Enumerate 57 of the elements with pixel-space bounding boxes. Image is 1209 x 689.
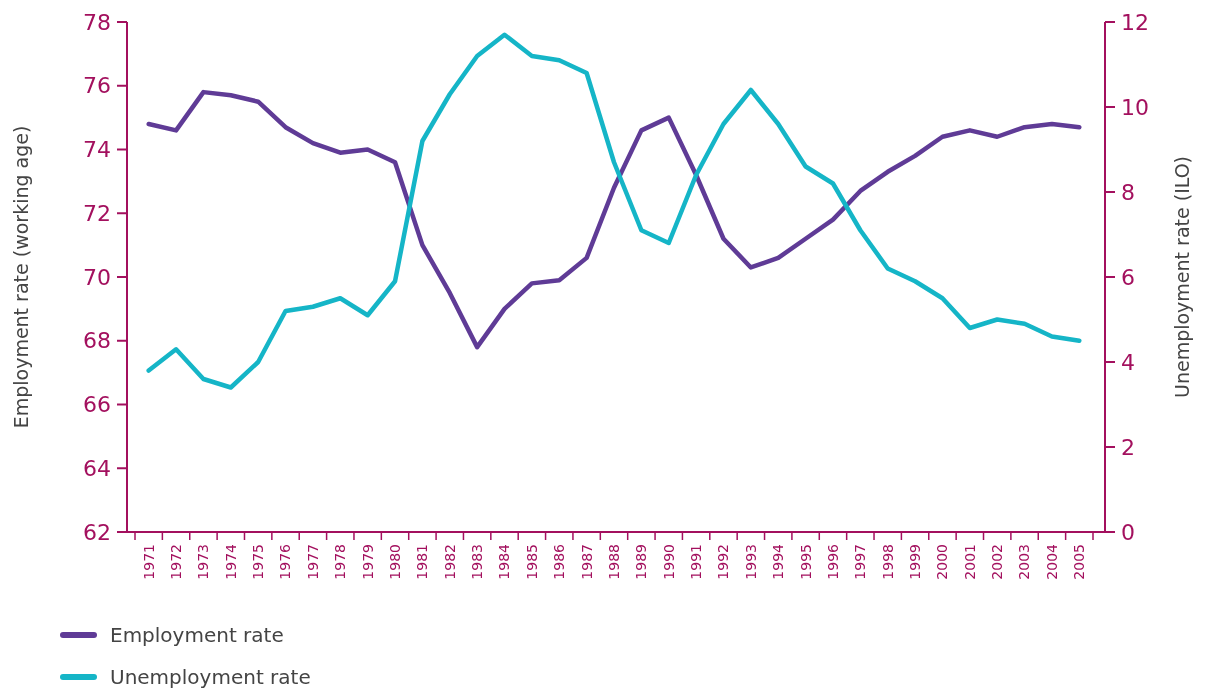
x-tick-label: 1994: [770, 543, 787, 580]
y2-tick-label: 8: [1121, 179, 1135, 205]
line-series: [146, 89, 1082, 350]
y-tick-label: 76: [83, 73, 111, 99]
y-axis-title: Employment rate (working age): [10, 125, 32, 429]
x-tick-label: 1978: [332, 544, 349, 580]
x-tick-label: 1997: [852, 544, 869, 580]
y-tick-label: 62: [83, 519, 111, 545]
x-tick-label: 1984: [496, 543, 513, 580]
x-tick-label: 1977: [304, 544, 321, 580]
x-tick-label: 1975: [250, 544, 267, 580]
x-tick-label: 1993: [742, 544, 759, 580]
y2-tick-label: 4: [1121, 349, 1135, 375]
y2-tick-label: 2: [1121, 434, 1135, 460]
x-tick-label: 1983: [469, 544, 486, 580]
y-tick-label: 64: [83, 455, 111, 481]
x-tick-label: 2005: [1071, 544, 1088, 580]
y-tick-label: 74: [83, 137, 111, 163]
y-tick-label: 68: [83, 328, 111, 354]
y2-tick-label: 10: [1121, 94, 1149, 120]
y-tick-label: 66: [83, 392, 111, 418]
x-tick-label: 1981: [414, 544, 431, 580]
x-tick-label: 2001: [961, 544, 978, 580]
y2-tick-label: 12: [1121, 9, 1149, 35]
x-tick-label: 1991: [688, 544, 705, 580]
y-tick-label: 72: [83, 200, 111, 226]
x-tick-label: 1999: [906, 544, 923, 580]
x-tick-label: 1982: [441, 544, 458, 580]
x-tick-label: 1985: [523, 544, 540, 580]
x-tick-label: 2003: [1016, 544, 1033, 580]
x-tick-label: 1971: [140, 544, 157, 580]
x-tick-label: 1987: [578, 544, 595, 580]
x-tick-label: 1976: [277, 543, 294, 580]
x-tick-label: 2000: [934, 544, 951, 580]
x-tick-label: 1990: [660, 544, 677, 580]
legend-label: Unemployment rate: [110, 665, 311, 689]
y-tick-label: 70: [83, 264, 111, 290]
x-tick-label: 1992: [715, 544, 732, 580]
legend-label: Employment rate: [110, 623, 284, 647]
x-tick-label: 1995: [797, 544, 814, 580]
x-tick-label: 1974: [222, 543, 239, 580]
x-tick-label: 1986: [551, 543, 568, 580]
x-tick-label: 2004: [1043, 543, 1060, 580]
x-tick-label: 1980: [386, 544, 403, 580]
x-tick-label: 1996: [824, 543, 841, 580]
x-tick-label: 1979: [359, 544, 376, 580]
y-tick-label: 78: [83, 9, 111, 35]
x-tick-label: 1973: [195, 544, 212, 580]
x-tick-label: 1998: [879, 544, 896, 580]
x-tick-label: 1989: [633, 544, 650, 580]
line-series: [146, 32, 1082, 390]
x-tick-label: 1988: [605, 544, 622, 580]
x-tick-label: 1972: [167, 544, 184, 580]
y2-tick-label: 0: [1121, 519, 1135, 545]
y2-tick-label: 6: [1121, 264, 1135, 290]
x-tick-label: 2002: [989, 544, 1006, 580]
y2-axis-title: Unemployment rate (ILO): [1171, 155, 1193, 399]
